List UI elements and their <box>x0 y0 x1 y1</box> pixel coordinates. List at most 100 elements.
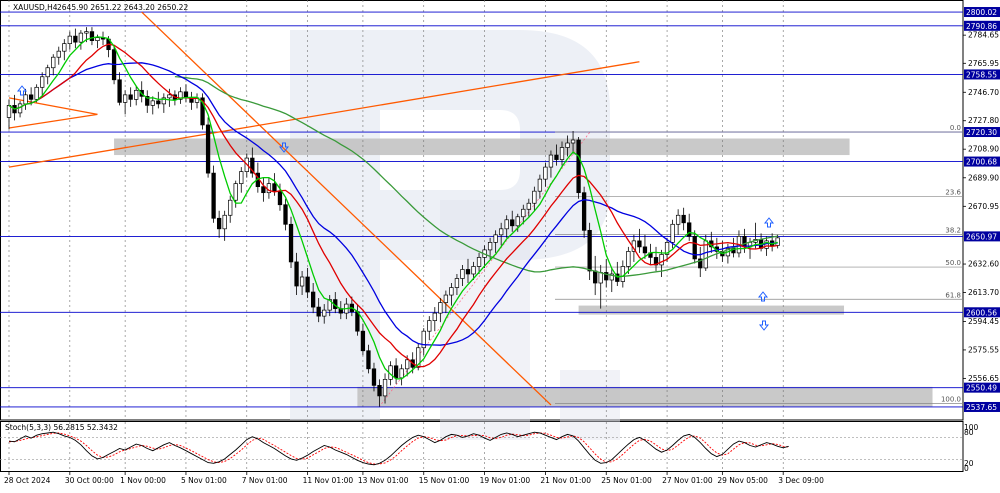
candle-body <box>609 273 614 281</box>
candle <box>521 204 526 225</box>
candle-body <box>366 350 371 370</box>
candle <box>642 234 648 259</box>
candle <box>465 258 471 284</box>
candle-body <box>23 94 28 105</box>
candle <box>45 64 50 85</box>
fib-level-label: 23.6 <box>945 188 961 196</box>
candle <box>316 298 321 323</box>
down-arrow-icon <box>278 142 290 153</box>
candle <box>117 72 122 106</box>
stochastic-label: Stoch(5,3,3) 56.2815 52.3432 <box>5 423 118 432</box>
candle <box>454 273 460 296</box>
candle-body <box>449 287 454 296</box>
price-tick-label: 2575.55 <box>968 345 999 354</box>
candle <box>371 362 377 392</box>
price-level-tag <box>964 231 1000 242</box>
candle <box>504 215 509 238</box>
candle-body <box>465 269 471 275</box>
candle <box>499 222 504 246</box>
candle-body <box>28 94 34 100</box>
candle-body <box>51 56 56 69</box>
time-tick-label: 28 Oct 2024 <box>4 476 51 485</box>
candle <box>698 246 703 277</box>
candle <box>510 210 515 232</box>
candle-body <box>122 94 128 103</box>
price-tick-label: 2613.70 <box>968 288 999 297</box>
candle-body <box>73 35 78 43</box>
candle <box>216 210 222 238</box>
candle <box>78 30 84 50</box>
candle-body <box>681 214 686 224</box>
candle <box>194 93 200 109</box>
price-level-tag <box>964 69 1000 80</box>
candle <box>266 177 272 199</box>
candle <box>559 141 565 166</box>
candle <box>609 267 614 293</box>
time-tick-label: 25 Nov 01:00 <box>601 476 652 485</box>
ma-long-line <box>174 75 778 278</box>
candle <box>493 230 498 253</box>
stoch-signal-line <box>8 432 789 465</box>
fib-level-label: 100.0 <box>941 396 961 404</box>
candle <box>377 379 382 407</box>
up-arrow-icon <box>763 217 775 228</box>
candle-body <box>272 183 277 192</box>
candle-body <box>659 254 664 266</box>
candle <box>438 298 443 323</box>
candle <box>570 130 576 154</box>
up-arrow-icon <box>16 85 28 96</box>
candle <box>714 237 719 259</box>
stoch-level-low: 20 <box>964 459 974 468</box>
candle <box>399 364 404 386</box>
candle <box>67 31 72 50</box>
price-level-tag-label: 2537.65 <box>966 403 997 412</box>
ma-mid-line <box>8 43 778 368</box>
candle-body <box>581 192 587 231</box>
candle-body <box>615 273 620 282</box>
candle <box>6 99 12 130</box>
candle-body <box>34 86 39 100</box>
candle-body <box>559 147 565 160</box>
candle-body <box>593 270 598 284</box>
stochastic-pane-frame <box>0 421 964 472</box>
candle-body <box>145 95 150 106</box>
candle <box>692 230 697 264</box>
price-level-tag <box>964 7 1000 18</box>
candle-body <box>117 79 122 103</box>
candle <box>554 144 559 166</box>
candle <box>471 261 476 280</box>
candle <box>565 135 570 157</box>
price-tick-label: 2594.45 <box>968 317 999 326</box>
candle-body <box>543 166 548 180</box>
candle-body <box>233 183 238 201</box>
gray-zone <box>114 138 850 156</box>
candle-body <box>587 229 592 272</box>
candle <box>487 237 493 259</box>
candle-body <box>45 67 50 78</box>
candle-body <box>637 240 642 248</box>
candle-body <box>377 385 382 397</box>
candle <box>576 136 581 199</box>
candle <box>311 283 316 314</box>
candle-body <box>476 257 482 267</box>
fib-level-label: 61.8 <box>945 291 961 299</box>
price-tick-label: 2765.95 <box>968 59 999 68</box>
candle-body <box>675 214 681 225</box>
price-level-tag <box>964 401 1000 412</box>
candle <box>637 228 642 253</box>
candle <box>211 165 216 223</box>
chart-symbol-label: XAUUSD,H4 <box>13 3 58 12</box>
candle-body <box>40 76 45 88</box>
candle-body <box>438 302 443 314</box>
candle <box>526 198 531 217</box>
price-level-tag-label: 2600.56 <box>966 308 997 317</box>
time-tick-label: 1 Nov 00:00 <box>120 476 166 485</box>
candle-body <box>299 276 305 287</box>
candle <box>122 90 128 115</box>
candle <box>261 177 266 202</box>
candle <box>581 186 587 238</box>
candle <box>366 344 371 374</box>
candle <box>593 255 598 296</box>
